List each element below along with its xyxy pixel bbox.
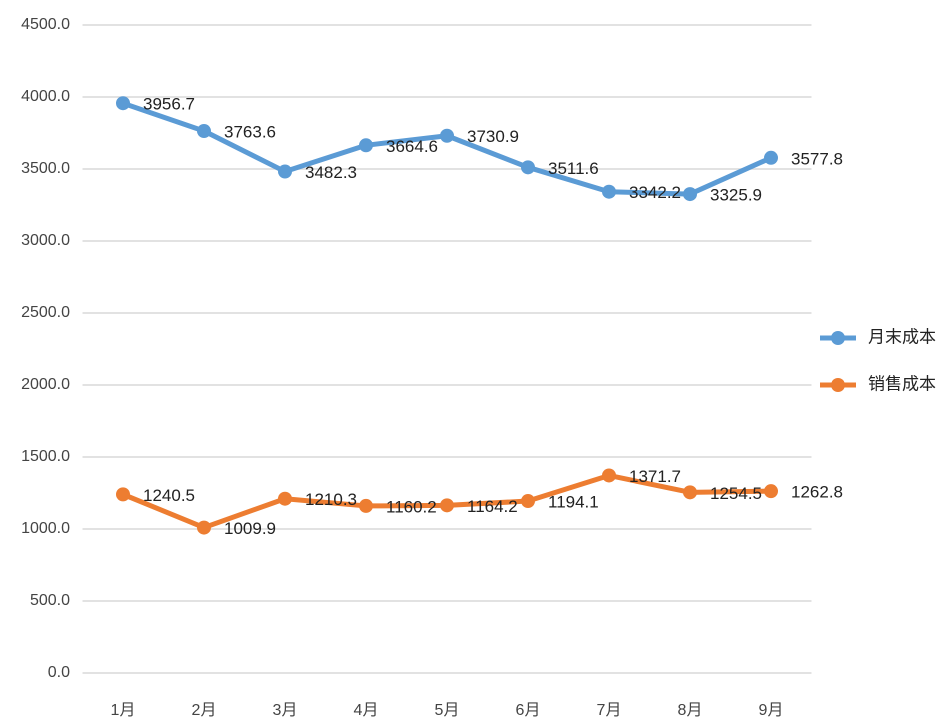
point: [197, 124, 211, 139]
x-tick-label: 6月: [516, 702, 541, 719]
point: [764, 150, 778, 165]
data-label: 1194.1: [548, 493, 599, 512]
y-tick-label: 3500.0: [21, 160, 70, 177]
point: [683, 485, 697, 500]
x-tick-label: 8月: [678, 702, 703, 719]
point: [521, 160, 535, 175]
point: [116, 96, 130, 111]
legend-label: 月末成本: [868, 327, 936, 346]
point: [683, 187, 697, 202]
data-label: 3956.7: [143, 95, 195, 114]
series-line: [122, 100, 773, 197]
point: [440, 128, 454, 143]
point: [602, 184, 616, 199]
point: [602, 468, 616, 483]
data-label: 1371.7: [629, 467, 681, 486]
x-tick-label: 7月: [597, 702, 622, 719]
y-tick-label: 500.0: [30, 592, 70, 609]
y-tick-label: 1000.0: [21, 520, 70, 537]
x-tick-label: 1月: [111, 702, 136, 719]
legend-marker: [831, 378, 845, 392]
data-label: 3664.6: [386, 137, 438, 156]
x-tick-label: 9月: [759, 702, 784, 719]
data-label: 1160.2: [386, 497, 437, 516]
legend-marker: [831, 331, 845, 345]
point: [359, 138, 373, 153]
data-label: 1009.9: [224, 519, 276, 538]
data-label: 3763.6: [224, 123, 276, 142]
data-label: 3511.6: [548, 159, 599, 178]
y-tick-label: 1500.0: [21, 448, 70, 465]
data-label: 1254.5: [710, 484, 762, 503]
data-label: 3325.9: [710, 186, 762, 205]
point: [764, 484, 778, 499]
data-label: 3730.9: [467, 127, 519, 146]
x-tick-label: 3月: [273, 702, 298, 719]
data-label: 1240.5: [143, 486, 195, 505]
point: [521, 494, 535, 509]
x-tick-label: 4月: [354, 702, 379, 719]
y-tick-label: 4000.0: [21, 88, 70, 105]
data-label: 1262.8: [791, 483, 843, 502]
y-tick-label: 2500.0: [21, 304, 70, 321]
point: [278, 491, 292, 506]
legend-label: 销售成本: [868, 374, 936, 393]
point: [440, 498, 454, 513]
data-label: 3342.2: [629, 183, 681, 202]
data-label: 1164.2: [467, 497, 518, 516]
y-tick-label: 3000.0: [21, 232, 70, 249]
x-tick-label: 2月: [192, 702, 217, 719]
data-label: 1210.3: [305, 490, 357, 509]
point: [197, 520, 211, 535]
data-label: 3577.8: [791, 149, 843, 168]
point: [116, 487, 130, 502]
data-label: 3482.3: [305, 163, 357, 182]
point: [278, 164, 292, 179]
y-tick-label: 2000.0: [21, 376, 70, 393]
y-tick-label: 4500.0: [21, 16, 70, 33]
point: [359, 498, 373, 513]
y-tick-label: 0.0: [48, 664, 70, 681]
x-tick-label: 5月: [435, 702, 460, 719]
